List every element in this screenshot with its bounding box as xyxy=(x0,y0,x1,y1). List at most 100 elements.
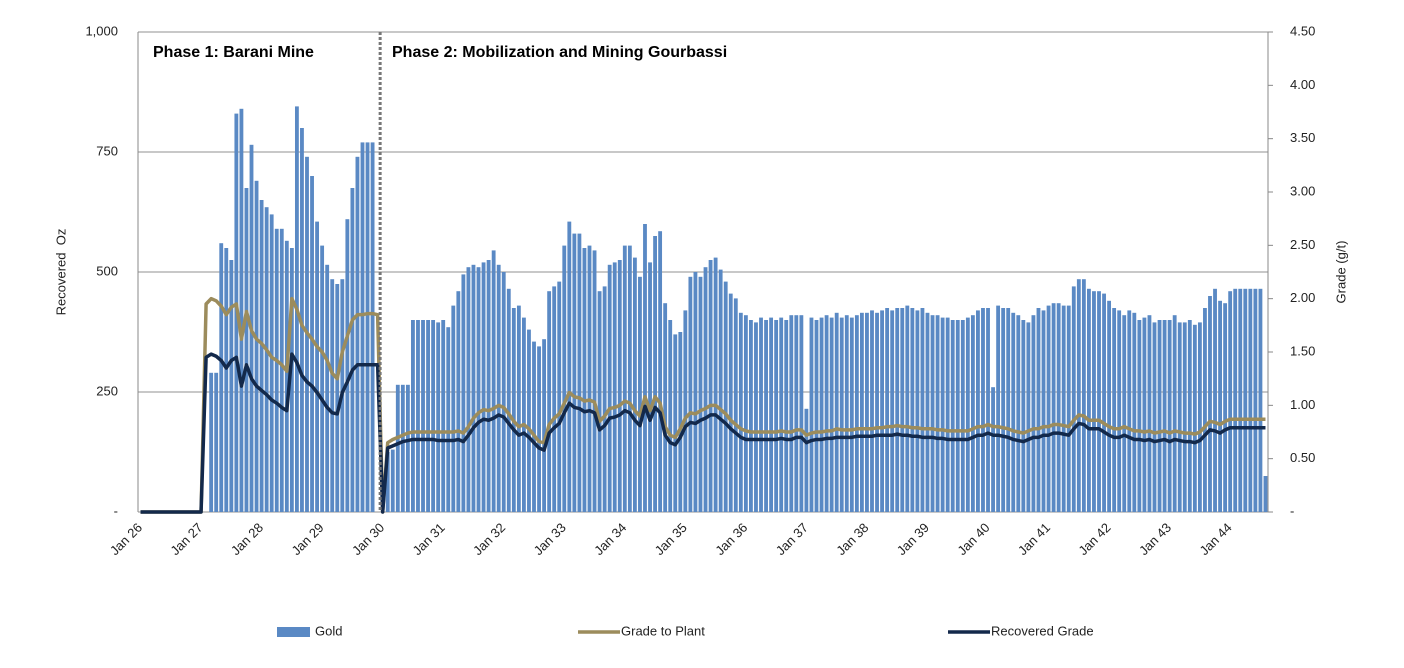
bar xyxy=(1157,320,1162,512)
bar xyxy=(1066,305,1071,512)
x-tick-label: Jan 43 xyxy=(1136,520,1174,558)
bar xyxy=(330,279,335,512)
bar xyxy=(885,308,890,512)
bar xyxy=(491,250,496,512)
bar xyxy=(214,372,219,512)
bar xyxy=(471,264,476,512)
bar xyxy=(809,317,814,512)
bar xyxy=(572,233,577,512)
bar xyxy=(461,274,466,512)
bar xyxy=(269,214,274,512)
x-tick-label: Jan 36 xyxy=(712,520,750,558)
bar xyxy=(824,315,829,512)
y2-tick-label: 3.50 xyxy=(1290,130,1315,145)
bar xyxy=(829,317,834,512)
bar xyxy=(521,317,526,512)
bar xyxy=(446,327,451,512)
bar xyxy=(289,248,294,512)
bar xyxy=(1097,291,1101,512)
bar xyxy=(1046,305,1051,512)
bar xyxy=(794,315,799,512)
bar xyxy=(895,308,900,512)
bar xyxy=(784,320,789,512)
bar xyxy=(627,245,632,512)
bar xyxy=(733,298,738,512)
x-tick-label: Jan 37 xyxy=(773,520,811,558)
bar xyxy=(925,312,930,512)
bar xyxy=(940,317,945,512)
bar xyxy=(935,315,940,512)
bar xyxy=(1162,320,1167,512)
bar xyxy=(481,262,486,512)
bar xyxy=(930,315,935,512)
bar xyxy=(602,286,607,512)
bar xyxy=(875,312,879,512)
bar xyxy=(865,312,869,512)
legend-label: Gold xyxy=(315,623,342,638)
bar xyxy=(501,272,506,512)
bar xyxy=(1051,303,1056,512)
bar xyxy=(632,257,637,512)
bar xyxy=(209,372,214,512)
bar xyxy=(920,308,925,512)
y2-tick-label: 2.50 xyxy=(1290,237,1315,252)
bar xyxy=(1263,476,1268,512)
x-tick-label: Jan 39 xyxy=(894,520,932,558)
x-tick-label: Jan 44 xyxy=(1197,520,1235,558)
bar xyxy=(385,452,390,512)
y2-tick-label: - xyxy=(1290,503,1294,518)
bar xyxy=(542,339,547,512)
bar xyxy=(592,250,597,512)
bar xyxy=(955,320,960,512)
bar xyxy=(557,281,562,512)
bar xyxy=(880,310,885,512)
bar xyxy=(703,267,708,512)
bar xyxy=(764,320,768,512)
bar xyxy=(759,317,763,512)
bar xyxy=(1248,288,1253,512)
x-tick-label: Jan 31 xyxy=(410,520,448,558)
bar xyxy=(648,262,652,512)
bar xyxy=(532,341,536,512)
bar xyxy=(1182,322,1187,512)
bar xyxy=(713,257,718,512)
bar xyxy=(587,245,592,512)
bar xyxy=(965,317,970,512)
y-tick-label: 1,000 xyxy=(85,23,118,38)
bar xyxy=(229,260,234,512)
bar xyxy=(1041,310,1046,512)
bar xyxy=(910,308,915,512)
bar xyxy=(395,384,400,512)
bar xyxy=(476,267,481,512)
bar xyxy=(1233,288,1238,512)
bar xyxy=(688,276,693,512)
x-tick-label: Jan 34 xyxy=(591,520,629,558)
x-tick-label: Jan 32 xyxy=(470,520,508,558)
bar xyxy=(819,317,824,512)
bar xyxy=(320,245,325,512)
bar xyxy=(658,231,663,512)
annotation: Phase 1: Barani Mine xyxy=(153,44,314,61)
bar xyxy=(1056,303,1061,512)
bar xyxy=(945,317,950,512)
bar xyxy=(890,310,895,512)
bar xyxy=(617,260,622,512)
bar xyxy=(698,276,703,512)
bar xyxy=(814,320,819,512)
bar xyxy=(315,221,320,512)
bar xyxy=(577,233,582,512)
bar xyxy=(779,317,784,512)
bar xyxy=(754,322,758,512)
bar xyxy=(1016,315,1021,512)
bar xyxy=(1112,308,1117,512)
legend-label: Grade to Plant xyxy=(621,623,705,638)
bar xyxy=(693,272,698,512)
bar xyxy=(244,188,249,512)
bar xyxy=(960,320,965,512)
bar xyxy=(976,310,980,512)
bar xyxy=(643,224,647,512)
bar xyxy=(1086,288,1091,512)
y2-tick-label: 4.50 xyxy=(1290,23,1315,38)
bar xyxy=(567,221,572,512)
